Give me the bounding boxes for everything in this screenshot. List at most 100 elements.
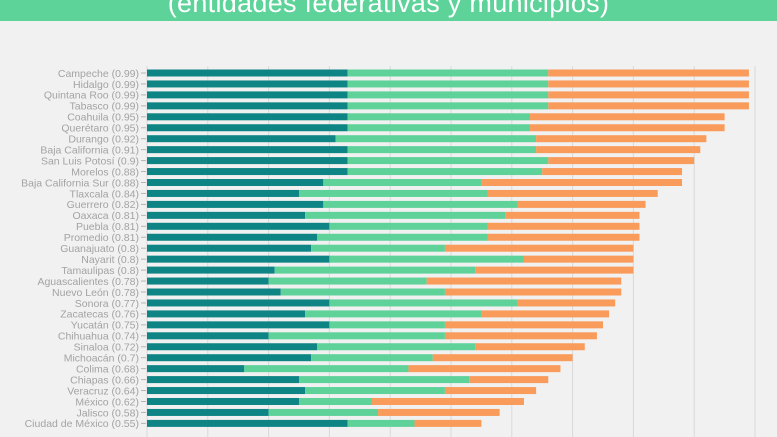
bar-segment-componente-2 [347,146,537,154]
bar-segment-componente-2 [329,299,518,307]
bar-segment-componente-3 [481,179,683,186]
bar-segment-componente-1 [147,408,269,416]
bar-segment-componente-2 [329,321,445,329]
bar-segment-componente-1 [147,419,348,427]
bar-segment-componente-2 [317,233,488,241]
bar-segment-componente-1 [147,113,348,121]
category-label: Colima (0.68) [76,363,139,375]
bar-segment-componente-1 [147,332,269,340]
bar-segment-componente-3 [414,419,482,427]
bar-segment-componente-1 [147,398,299,405]
bar-segment-componente-2 [317,343,476,351]
bar-segment-componente-3 [378,408,500,416]
bar-segment-componente-2 [323,179,482,186]
category-label: Jalisco (0.58) [77,407,139,419]
bar-segment-componente-3 [517,200,646,208]
bar-segment-componente-2 [244,365,409,373]
category-label: Oaxaca (0.81) [72,210,139,222]
bar-segment-componente-3 [426,277,622,285]
bar-segment-componente-1 [147,102,348,110]
category-label: Aguascalientes (0.78) [37,276,139,288]
bar-segment-componente-3 [542,168,683,176]
category-labels: Campeche (0.99)Hidalgo (0.99)Quintana Ro… [21,68,146,430]
bar-segment-componente-3 [371,398,524,405]
category-label: Tamaulipas (0.8) [61,265,139,277]
bar-segment-componente-3 [487,189,658,197]
category-label: Veracruz (0.64) [67,385,139,397]
category-label: Sinaloa (0.72) [74,342,139,354]
bar-segment-componente-3 [444,244,634,252]
bar-segment-componente-3 [444,332,597,340]
bar-segment-componente-3 [469,376,549,384]
bar-segment-componente-1 [147,233,318,241]
bar-segment-componente-2 [299,398,372,405]
bar-segment-componente-2 [347,113,531,121]
bar-segment-componente-2 [347,157,549,165]
chart-header: (entidades federativas y municipios) [0,0,777,21]
bar-segment-componente-3 [444,288,622,296]
bar-segment-componente-2 [274,266,476,274]
bar-segment-componente-1 [147,189,299,197]
chart-title: (entidades federativas y municipios) [167,0,610,18]
category-label: Michoacán (0.7) [64,353,139,365]
category-label: Coahuila (0.95) [67,112,139,124]
category-label: Chihuahua (0.74) [58,331,139,343]
category-label: Promedio (0.81) [64,232,139,244]
bar-segment-componente-2 [329,222,488,230]
category-label: Morelos (0.88) [71,166,139,178]
bar-segment-componente-1 [147,146,348,154]
bar-segment-componente-3 [523,255,634,263]
bar-segment-componente-3 [505,211,640,219]
bar-segment-componente-1 [147,255,330,263]
category-label: Sonora (0.77) [75,298,139,310]
bar-segment-componente-2 [335,135,537,143]
bar-segment-componente-1 [147,310,306,318]
bar-segment-componente-3 [481,310,610,318]
bar-segment-componente-3 [487,222,640,230]
bar-segment-componente-2 [347,69,549,77]
bar-segment-componente-2 [347,91,549,99]
bar-segment-componente-2 [347,80,549,88]
bar-segment-componente-1 [147,266,275,274]
bar-segment-componente-2 [347,124,531,132]
bar-segment-componente-1 [147,124,348,132]
bar-segment-componente-3 [530,113,725,121]
bar-segment-componente-1 [147,343,318,351]
category-label: Nuevo León (0.78) [52,287,139,299]
bar-segment-componente-1 [147,91,348,99]
bar-segment-componente-2 [305,387,445,395]
category-label: Chiapas (0.66) [70,374,139,386]
bar-segment-componente-3 [536,146,701,154]
bar-segment-componente-1 [147,80,348,88]
category-label: Querétaro (0.95) [61,123,139,135]
category-label: Baja California (0.91) [40,144,139,156]
category-label: Yucatán (0.75) [71,320,139,332]
bar-segment-componente-2 [311,244,445,252]
bar-segment-componente-3 [475,343,585,351]
category-label: Zacatecas (0.76) [60,309,139,321]
bar-segment-componente-2 [329,255,524,263]
category-label: Durango (0.92) [68,134,139,146]
bar-segment-componente-3 [548,102,749,110]
category-label: Puebla (0.81) [76,221,139,233]
bar-segment-componente-2 [280,288,445,296]
category-label: Tlaxcala (0.84) [70,188,139,200]
bar-segment-componente-1 [147,376,299,384]
bar-segment-componente-3 [475,266,634,274]
bar-segment-componente-1 [147,135,336,143]
category-label: Quintana Roo (0.99) [44,90,139,102]
category-label: Nayarit (0.8) [81,254,139,266]
category-label: Guerrero (0.82) [67,199,139,211]
bar-segment-componente-3 [548,157,695,165]
bar-segment-componente-3 [530,124,725,132]
bar-segment-componente-1 [147,288,281,296]
bar-segment-componente-2 [299,376,470,384]
bar-segment-componente-1 [147,354,312,362]
bar-segment-componente-3 [444,387,537,395]
category-label: San Luis Potosí (0.9) [41,155,139,167]
bar-segment-componente-2 [347,102,549,110]
bar-segment-componente-1 [147,211,306,219]
bar-segment-componente-2 [347,419,415,427]
bar-segment-componente-2 [299,189,488,197]
